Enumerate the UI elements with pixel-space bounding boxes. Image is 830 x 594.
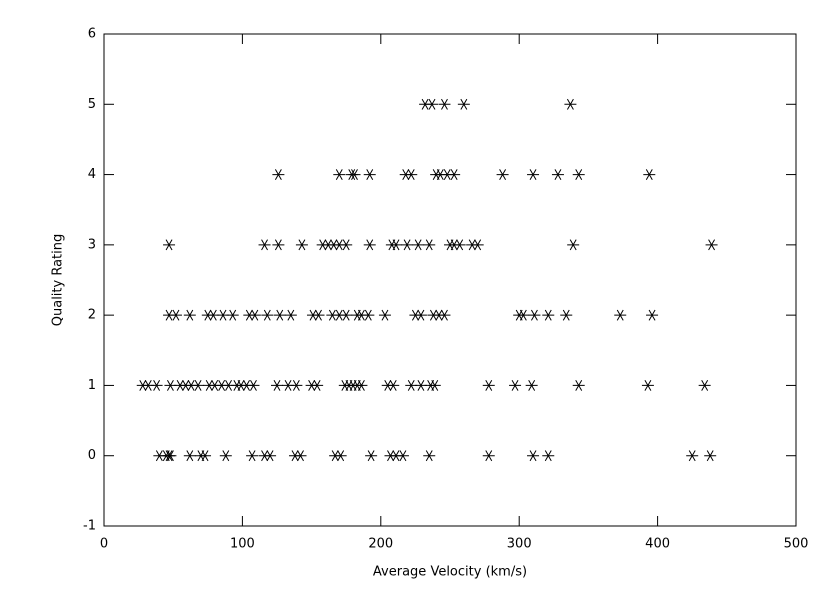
point — [248, 309, 261, 321]
point — [273, 309, 286, 321]
point — [183, 450, 196, 462]
y-tick-label: 5 — [88, 97, 96, 112]
y-axis-label: Quality Rating — [51, 234, 66, 327]
point — [311, 379, 324, 391]
point — [333, 169, 346, 181]
point — [334, 450, 347, 462]
point — [705, 239, 718, 251]
point — [258, 239, 271, 251]
point — [643, 169, 656, 181]
point — [564, 98, 577, 110]
x-axis-label: Average Velocity (km/s) — [373, 565, 527, 580]
point — [448, 169, 461, 181]
point — [312, 309, 325, 321]
point — [496, 169, 509, 181]
point — [348, 169, 361, 181]
point — [423, 239, 436, 251]
y-tick-label: 1 — [88, 378, 96, 393]
point — [567, 239, 580, 251]
point — [527, 169, 540, 181]
point — [704, 450, 717, 462]
point — [294, 450, 307, 462]
x-tick-label: 300 — [507, 537, 532, 552]
point — [396, 450, 409, 462]
point — [271, 379, 283, 391]
point — [698, 379, 711, 391]
point — [457, 98, 470, 110]
point — [363, 239, 376, 251]
point — [199, 450, 212, 462]
point — [340, 309, 353, 321]
point — [183, 309, 196, 321]
point — [290, 379, 303, 391]
point — [560, 309, 573, 321]
x-tick-label: 200 — [368, 537, 393, 552]
point — [426, 98, 439, 110]
x-tick-label: 0 — [100, 537, 108, 552]
point — [572, 379, 585, 391]
point — [482, 379, 495, 391]
point — [509, 379, 522, 391]
point — [542, 450, 555, 462]
x-tick-label: 400 — [645, 537, 670, 552]
point — [226, 309, 239, 321]
point — [686, 450, 699, 462]
point — [272, 239, 285, 251]
point — [363, 169, 376, 181]
point — [272, 169, 285, 181]
point — [284, 309, 297, 321]
point — [246, 450, 259, 462]
point — [428, 379, 441, 391]
point — [247, 379, 260, 391]
point — [527, 450, 540, 462]
point — [150, 379, 163, 391]
point — [471, 239, 484, 251]
point — [517, 309, 530, 321]
point — [646, 309, 659, 321]
point — [355, 379, 368, 391]
point — [572, 169, 585, 181]
point — [378, 309, 391, 321]
point — [390, 239, 403, 251]
point — [423, 450, 436, 462]
point — [614, 309, 627, 321]
point — [261, 309, 274, 321]
point — [412, 239, 425, 251]
y-tick-label: 6 — [88, 27, 96, 42]
y-tick-label: 4 — [88, 167, 96, 182]
point — [340, 239, 353, 251]
point — [525, 379, 538, 391]
point — [551, 169, 564, 181]
plot-frame — [103, 33, 797, 527]
point — [542, 309, 555, 321]
point — [192, 379, 205, 391]
point — [219, 450, 232, 462]
x-tick-label: 100 — [230, 537, 255, 552]
point — [387, 379, 400, 391]
point — [482, 450, 495, 462]
point — [362, 309, 375, 321]
point — [414, 309, 427, 321]
point — [264, 450, 277, 462]
point — [453, 239, 466, 251]
point — [401, 239, 414, 251]
x-tick-label: 500 — [784, 537, 809, 552]
point — [295, 239, 308, 251]
y-tick-label: -1 — [83, 519, 96, 534]
point — [528, 309, 541, 321]
y-tick-label: 2 — [88, 308, 96, 323]
point — [169, 309, 182, 321]
point — [365, 450, 378, 462]
y-tick-label: 3 — [88, 237, 96, 252]
point — [164, 450, 177, 462]
point — [438, 309, 451, 321]
point — [641, 379, 654, 391]
point — [405, 169, 418, 181]
point — [438, 98, 451, 110]
point — [163, 239, 176, 251]
y-tick-label: 0 — [88, 448, 96, 463]
